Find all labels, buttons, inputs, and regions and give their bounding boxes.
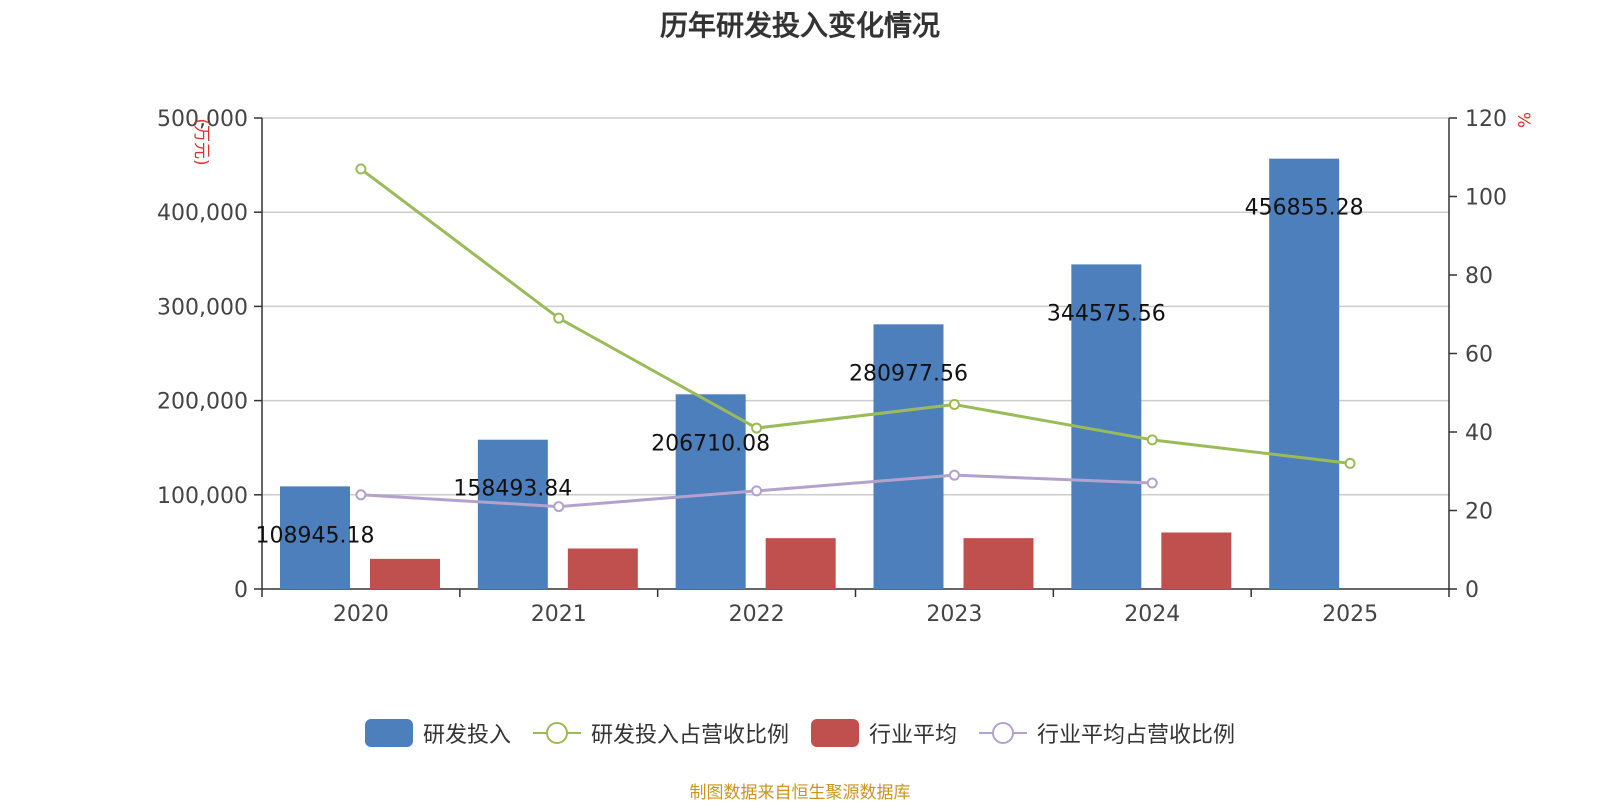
- bar-rd-investment: [1269, 158, 1340, 589]
- legend-line-industry-ratio-icon: [979, 722, 1028, 744]
- line-rd-ratio: [360, 167, 1351, 465]
- x-tick-label: 2020: [333, 602, 389, 627]
- legend-label-rd-ratio: 研发投入占营收比例: [590, 723, 789, 748]
- legend-label-industry-ratio: 行业平均占营收比例: [1037, 723, 1236, 748]
- point-rd-ratio: [553, 312, 565, 324]
- bar-rd-investment: [873, 324, 944, 589]
- y-left-tick-label: 0: [234, 578, 248, 603]
- legend-label-rd-investment: 研发投入: [422, 723, 511, 748]
- chart-title: 历年研发投入变化情况: [659, 9, 940, 42]
- data-label-rd-investment: 280977.56: [849, 361, 968, 386]
- point-rd-ratio: [1146, 434, 1158, 446]
- y-right-tick-label: 80: [1465, 264, 1493, 289]
- point-industry-ratio: [553, 501, 565, 513]
- y-left-unit-label: (万元): [191, 118, 211, 165]
- y-left-tick-label: 500,000: [157, 107, 248, 132]
- x-tick-label: 2022: [729, 602, 785, 627]
- bar-industry-avg: [370, 558, 440, 589]
- data-label-rd-investment: 158493.84: [453, 477, 572, 502]
- bar-industry-avg: [567, 548, 638, 589]
- bar-rd-investment: [280, 486, 350, 589]
- y-left-tick-label: 200,000: [157, 390, 248, 415]
- x-tick-label: 2024: [1124, 602, 1180, 627]
- x-tick-label: 2021: [531, 602, 587, 627]
- bar-industry-avg: [765, 538, 836, 589]
- bar-industry-avg: [963, 538, 1034, 589]
- y-left-tick-label: 300,000: [157, 295, 248, 320]
- point-rd-ratio: [948, 399, 960, 411]
- y-right-tick-label: 20: [1465, 500, 1493, 525]
- legend-swatch-rd-investment: [364, 719, 413, 747]
- y-right-tick-label: 40: [1465, 421, 1493, 446]
- point-industry-ratio: [1146, 477, 1158, 489]
- point-rd-ratio: [751, 422, 763, 434]
- point-rd-ratio: [1344, 457, 1356, 469]
- legend-line-rd-ratio-icon: [532, 722, 581, 744]
- point-industry-ratio: [751, 485, 763, 497]
- bar-rd-investment: [477, 439, 548, 589]
- point-rd-ratio: [355, 163, 367, 175]
- source-note: 制图数据来自恒生聚源数据库: [689, 783, 911, 803]
- legend: 研发投入 研发投入占营收比例 行业平均 行业平均占营收比例: [0, 717, 1600, 749]
- x-tick-label: 2025: [1322, 602, 1378, 627]
- data-label-rd-investment: 206710.08: [651, 431, 770, 456]
- legend-item-industry-avg[interactable]: 行业平均: [811, 717, 957, 749]
- legend-label-industry-avg: 行业平均: [869, 723, 958, 748]
- legend-item-rd-investment[interactable]: 研发投入: [364, 717, 511, 749]
- legend-swatch-industry-avg: [811, 719, 859, 747]
- y-right-tick-label: 120: [1465, 107, 1507, 132]
- data-label-rd-investment: 456855.28: [1245, 196, 1364, 221]
- bar-industry-avg: [1161, 532, 1232, 589]
- x-tick-label: 2023: [926, 602, 982, 627]
- data-label-rd-investment: 108945.18: [256, 523, 375, 548]
- legend-item-rd-ratio[interactable]: 研发投入占营收比例: [532, 717, 789, 749]
- y-right-tick-label: 60: [1465, 343, 1493, 368]
- y-left-tick-label: 400,000: [157, 201, 248, 226]
- y-right-tick-label: 0: [1465, 578, 1479, 603]
- y-right-unit-label: %: [1513, 112, 1533, 128]
- legend-item-industry-ratio[interactable]: 行业平均占营收比例: [979, 717, 1235, 749]
- point-industry-ratio: [948, 469, 960, 481]
- y-right-tick-label: 100: [1465, 186, 1507, 211]
- point-industry-ratio: [355, 489, 367, 501]
- data-label-rd-investment: 344575.56: [1047, 301, 1166, 326]
- y-left-tick-label: 100,000: [157, 484, 248, 509]
